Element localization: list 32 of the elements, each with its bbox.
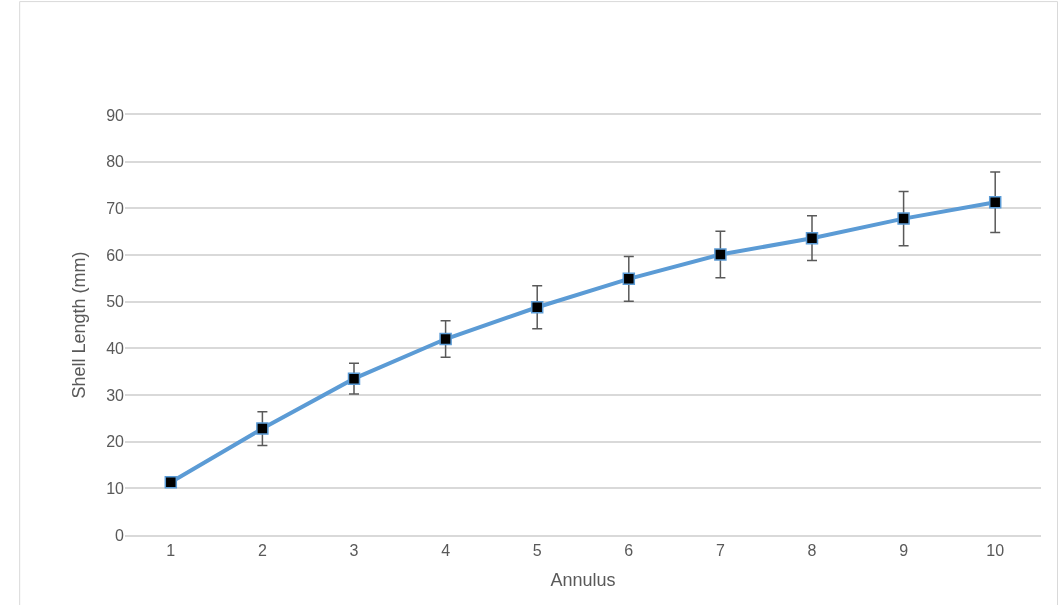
y-tick-label: 90 (106, 106, 125, 124)
point (805, 231, 819, 245)
point (439, 332, 452, 346)
point (256, 422, 269, 435)
x-tick-label: 9 (899, 541, 909, 559)
x-tick-label: 2 (257, 541, 267, 559)
y-tick-label: 20 (106, 433, 125, 451)
y-axis-title: Shell Length (mm) (69, 251, 90, 399)
y-tick-label: 10 (106, 479, 125, 497)
y-tick-label: 70 (106, 199, 125, 217)
point (714, 248, 727, 261)
x-tick-label: 7 (715, 541, 725, 559)
x-tick-label: 6 (624, 541, 634, 559)
point (622, 272, 636, 286)
point (530, 301, 544, 314)
x-tick-label: 4 (441, 541, 451, 559)
x-tick-label: 1 (166, 541, 176, 559)
x-axis-title: Annulus (550, 569, 616, 590)
point (897, 212, 910, 225)
x-tick-label: 3 (349, 541, 359, 559)
y-tick-label: 0 (115, 526, 125, 544)
x-tick-label: 8 (807, 541, 817, 559)
y-tick-label: 30 (106, 386, 125, 404)
point (347, 372, 361, 385)
x-tick-label: 10 (986, 541, 1005, 559)
y-tick-label: 40 (106, 339, 125, 357)
point (164, 476, 178, 489)
point (988, 196, 1002, 209)
x-tick-label: 5 (532, 541, 542, 559)
y-tick-label: 80 (106, 153, 125, 171)
y-tick-label: 50 (106, 293, 125, 311)
y-tick-label: 60 (106, 246, 125, 264)
